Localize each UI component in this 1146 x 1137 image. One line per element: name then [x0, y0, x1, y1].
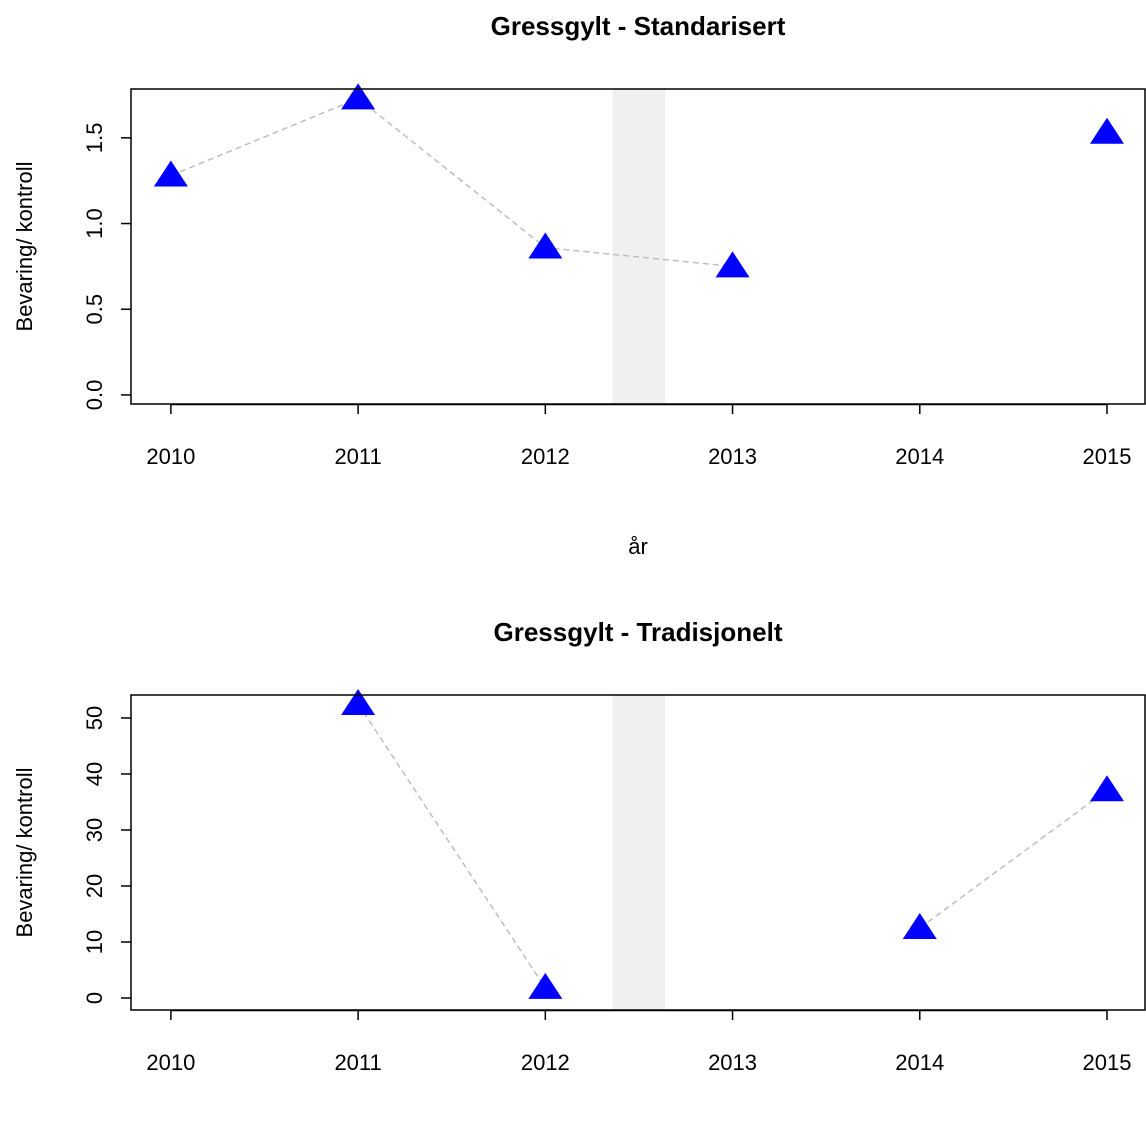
data-line: [357, 703, 1108, 989]
shaded-band: [612, 89, 666, 404]
x-tick-label: 2013: [708, 444, 757, 469]
x-tick-label: 2015: [1083, 444, 1132, 469]
x-tick-label: 2012: [521, 444, 570, 469]
marker: [902, 913, 937, 940]
shaded-band: [612, 695, 666, 1010]
x-tick-label: 2011: [334, 1050, 381, 1075]
y-tick-label: 0.5: [82, 294, 107, 325]
marker: [715, 251, 750, 278]
x-tick-label: 2010: [146, 444, 195, 469]
y-tick-label: 1.0: [82, 208, 107, 239]
marker: [341, 83, 376, 110]
y-axis-label: Bevaring/ kontroll: [12, 162, 37, 332]
x-tick-label: 2014: [895, 1050, 944, 1075]
x-axis-label: år: [628, 534, 648, 559]
marker: [341, 688, 376, 715]
marker: [528, 232, 563, 259]
marker: [153, 160, 188, 187]
chart-title: Gressgylt - Tradisjonelt: [494, 617, 783, 647]
y-tick-label: 0: [82, 992, 107, 1004]
x-tick-label: 2014: [895, 444, 944, 469]
y-axis-label: Bevaring/ kontroll: [12, 768, 37, 938]
marker: [1089, 117, 1124, 144]
x-tick-label: 2013: [708, 1050, 757, 1075]
x-tick-label: 2011: [334, 444, 381, 469]
y-tick-label: 30: [82, 818, 107, 842]
y-tick-label: 1.5: [82, 123, 107, 154]
marker: [528, 972, 563, 999]
y-tick-label: 40: [82, 762, 107, 786]
x-tick-label: 2010: [146, 1050, 195, 1075]
x-tick-label: 2012: [521, 1050, 570, 1075]
chart-title: Gressgylt - Standarisert: [491, 11, 786, 41]
marker: [1089, 775, 1124, 802]
y-tick-label: 0.0: [82, 380, 107, 411]
x-tick-label: 2015: [1083, 1050, 1132, 1075]
y-tick-label: 20: [82, 874, 107, 898]
y-tick-label: 50: [82, 706, 107, 730]
y-tick-label: 10: [82, 930, 107, 954]
